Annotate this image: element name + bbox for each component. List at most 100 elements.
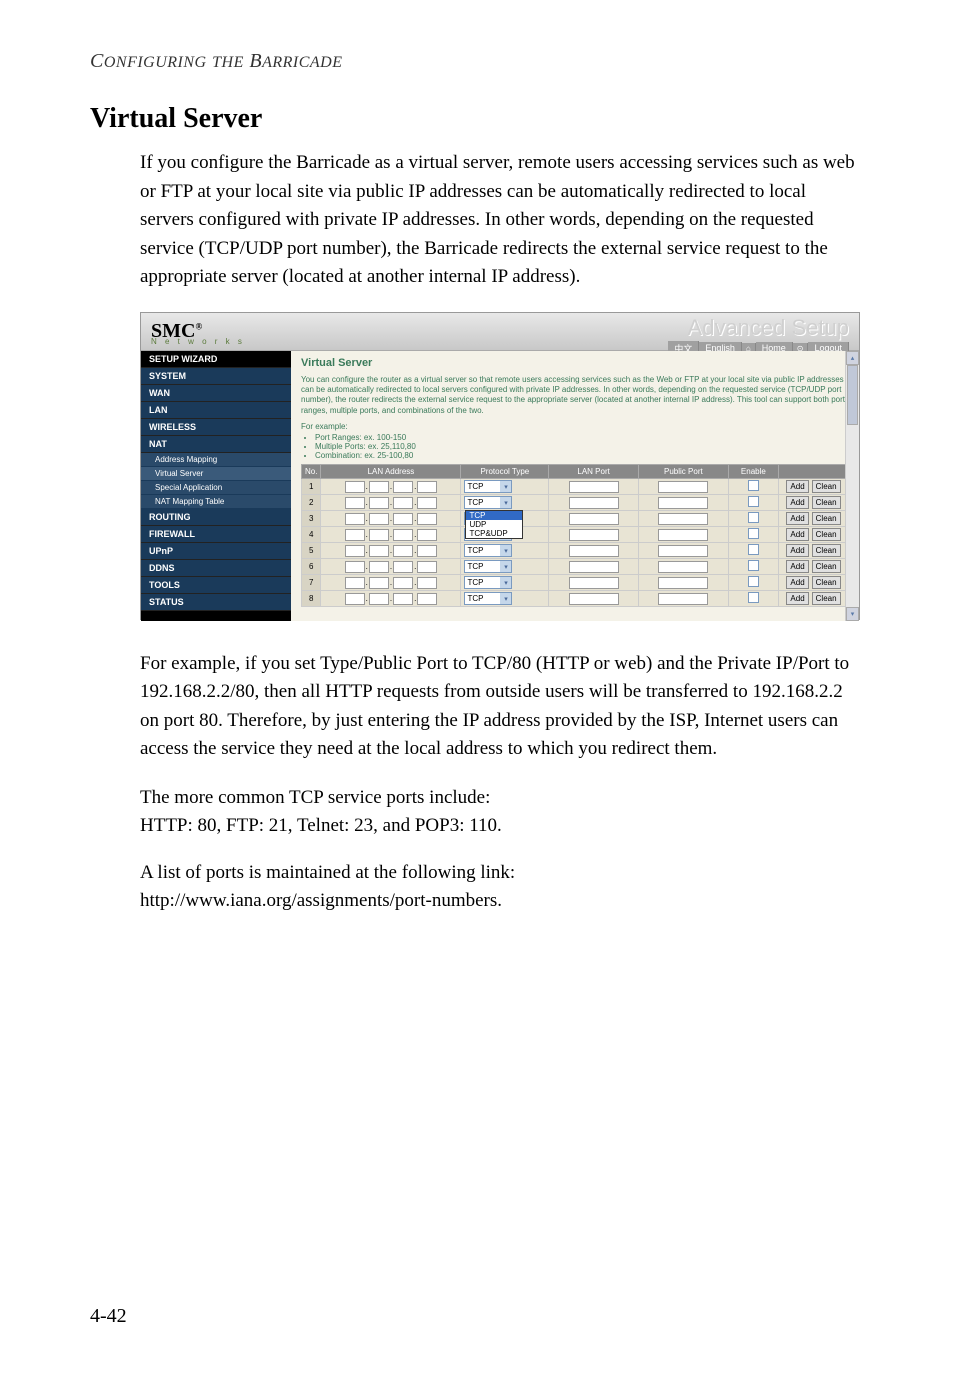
lan-port-input[interactable]: [569, 577, 619, 589]
ip-octet-input[interactable]: [345, 481, 365, 493]
ip-octet-input[interactable]: [393, 545, 413, 557]
ip-octet-input[interactable]: [417, 497, 437, 509]
protocol-select[interactable]: TCP▾TCPUDPTCP&UDP: [464, 496, 512, 509]
scroll-down-button[interactable]: ▾: [846, 607, 859, 621]
ip-octet-input[interactable]: [369, 481, 389, 493]
public-port-input[interactable]: [658, 561, 708, 573]
clean-button[interactable]: Clean: [812, 496, 841, 509]
add-button[interactable]: Add: [786, 528, 808, 541]
sidebar-upnp[interactable]: UPnP: [141, 543, 291, 560]
protocol-dropdown[interactable]: TCPUDPTCP&UDP: [465, 510, 523, 539]
ip-octet-input[interactable]: [345, 593, 365, 605]
enable-checkbox[interactable]: [748, 544, 759, 555]
protocol-select[interactable]: TCP▾: [464, 560, 512, 573]
ip-octet-input[interactable]: [345, 545, 365, 557]
ip-octet-input[interactable]: [345, 497, 365, 509]
lan-port-input[interactable]: [569, 497, 619, 509]
enable-checkbox[interactable]: [748, 528, 759, 539]
public-port-input[interactable]: [658, 529, 708, 541]
ip-octet-input[interactable]: [393, 561, 413, 573]
enable-checkbox[interactable]: [748, 496, 759, 507]
enable-checkbox[interactable]: [748, 592, 759, 603]
clean-button[interactable]: Clean: [812, 512, 841, 525]
ip-octet-input[interactable]: [393, 497, 413, 509]
ip-octet-input[interactable]: [417, 561, 437, 573]
sidebar-setup-wizard[interactable]: SETUP WIZARD: [141, 351, 291, 368]
sidebar-status[interactable]: STATUS: [141, 594, 291, 611]
ip-octet-input[interactable]: [393, 529, 413, 541]
ip-octet-input[interactable]: [369, 593, 389, 605]
clean-button[interactable]: Clean: [812, 560, 841, 573]
ip-octet-input[interactable]: [393, 593, 413, 605]
public-port-input[interactable]: [658, 513, 708, 525]
sidebar-nat-mapping-table[interactable]: NAT Mapping Table: [141, 495, 291, 509]
sidebar-special-application[interactable]: Special Application: [141, 481, 291, 495]
sidebar-address-mapping[interactable]: Address Mapping: [141, 453, 291, 467]
sidebar-routing[interactable]: ROUTING: [141, 509, 291, 526]
sidebar-wan[interactable]: WAN: [141, 385, 291, 402]
lan-port-input[interactable]: [569, 513, 619, 525]
ip-octet-input[interactable]: [417, 513, 437, 525]
scroll-thumb[interactable]: [847, 365, 858, 425]
ip-octet-input[interactable]: [393, 481, 413, 493]
ip-octet-input[interactable]: [369, 513, 389, 525]
ip-octet-input[interactable]: [417, 593, 437, 605]
add-button[interactable]: Add: [786, 576, 808, 589]
ip-octet-input[interactable]: [417, 577, 437, 589]
enable-checkbox[interactable]: [748, 480, 759, 491]
add-button[interactable]: Add: [786, 544, 808, 557]
lan-port-input[interactable]: [569, 593, 619, 605]
enable-checkbox[interactable]: [748, 512, 759, 523]
ip-octet-input[interactable]: [345, 529, 365, 541]
sidebar-virtual-server[interactable]: Virtual Server: [141, 467, 291, 481]
ip-octet-input[interactable]: [345, 577, 365, 589]
clean-button[interactable]: Clean: [812, 576, 841, 589]
add-button[interactable]: Add: [786, 592, 808, 605]
scroll-up-button[interactable]: ▴: [846, 351, 859, 365]
sidebar-firewall[interactable]: FIREWALL: [141, 526, 291, 543]
ip-octet-input[interactable]: [369, 577, 389, 589]
protocol-select[interactable]: TCP▾: [464, 480, 512, 493]
ip-octet-input[interactable]: [417, 545, 437, 557]
public-port-input[interactable]: [658, 481, 708, 493]
ip-octet-input[interactable]: [345, 561, 365, 573]
protocol-select[interactable]: TCP▾: [464, 544, 512, 557]
sidebar-tools[interactable]: TOOLS: [141, 577, 291, 594]
add-button[interactable]: Add: [786, 496, 808, 509]
ip-octet-input[interactable]: [369, 529, 389, 541]
lan-port-input[interactable]: [569, 561, 619, 573]
add-button[interactable]: Add: [786, 560, 808, 573]
enable-checkbox[interactable]: [748, 576, 759, 587]
clean-button[interactable]: Clean: [812, 480, 841, 493]
lan-port-input[interactable]: [569, 545, 619, 557]
public-port-input[interactable]: [658, 545, 708, 557]
lan-port-input[interactable]: [569, 529, 619, 541]
scrollbar[interactable]: ▴ ▾: [845, 351, 859, 621]
sidebar-system[interactable]: SYSTEM: [141, 368, 291, 385]
sidebar-nat[interactable]: NAT: [141, 436, 291, 453]
public-port-input[interactable]: [658, 593, 708, 605]
ip-octet-input[interactable]: [345, 513, 365, 525]
ip-octet-input[interactable]: [369, 545, 389, 557]
sidebar-ddns[interactable]: DDNS: [141, 560, 291, 577]
public-port-input[interactable]: [658, 497, 708, 509]
ip-octet-input[interactable]: [417, 529, 437, 541]
sidebar-lan[interactable]: LAN: [141, 402, 291, 419]
ip-octet-input[interactable]: [369, 561, 389, 573]
public-port-input[interactable]: [658, 577, 708, 589]
dropdown-option[interactable]: UDP: [466, 520, 522, 529]
ip-octet-input[interactable]: [369, 497, 389, 509]
clean-button[interactable]: Clean: [812, 592, 841, 605]
dropdown-option[interactable]: TCP: [466, 511, 522, 520]
sidebar-wireless[interactable]: WIRELESS: [141, 419, 291, 436]
ip-octet-input[interactable]: [393, 577, 413, 589]
protocol-select[interactable]: TCP▾: [464, 592, 512, 605]
clean-button[interactable]: Clean: [812, 544, 841, 557]
ip-octet-input[interactable]: [393, 513, 413, 525]
lan-port-input[interactable]: [569, 481, 619, 493]
dropdown-option[interactable]: TCP&UDP: [466, 529, 522, 538]
protocol-select[interactable]: TCP▾: [464, 576, 512, 589]
clean-button[interactable]: Clean: [812, 528, 841, 541]
add-button[interactable]: Add: [786, 512, 808, 525]
add-button[interactable]: Add: [786, 480, 808, 493]
